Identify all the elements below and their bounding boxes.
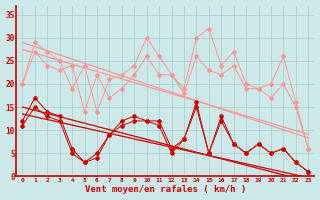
X-axis label: Vent moyen/en rafales ( km/h ): Vent moyen/en rafales ( km/h ): [85, 185, 246, 194]
